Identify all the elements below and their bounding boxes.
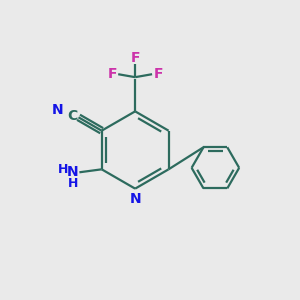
Text: N: N xyxy=(52,103,63,117)
Text: C: C xyxy=(67,109,77,123)
Text: H: H xyxy=(58,164,68,176)
Text: N: N xyxy=(67,165,79,179)
Text: F: F xyxy=(107,67,117,81)
Text: H: H xyxy=(68,177,78,190)
Text: F: F xyxy=(153,67,163,81)
Text: F: F xyxy=(130,51,140,65)
Text: N: N xyxy=(129,192,141,206)
